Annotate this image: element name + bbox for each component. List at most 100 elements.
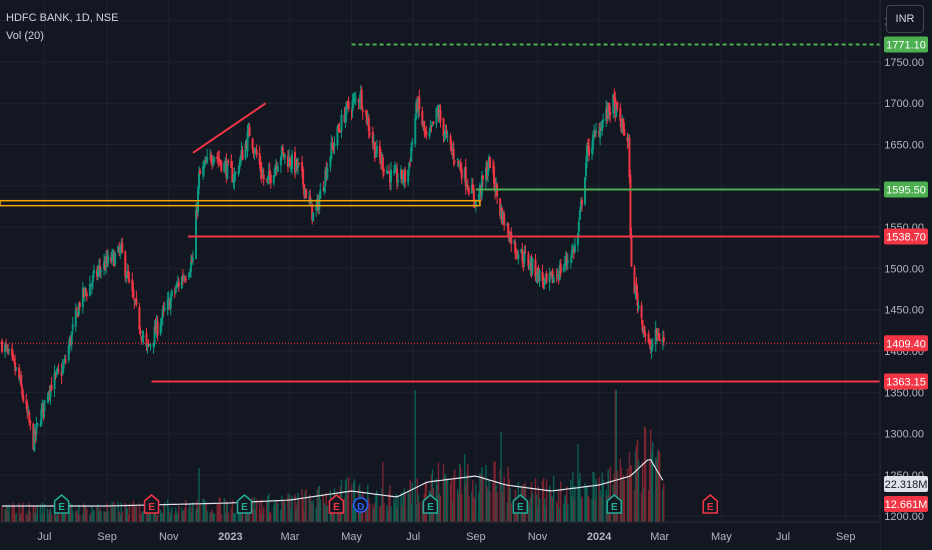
volume-bar [27,510,29,522]
candle-body [385,170,388,174]
candle-body [218,158,221,161]
volume-bar [431,469,434,522]
volume-bar [372,504,374,522]
volume-bar [529,497,532,522]
candle-body [330,142,333,159]
candle-body [247,128,250,132]
earnings-marker-shape [606,494,623,514]
candle-body [43,400,46,411]
volume-bar [452,476,455,522]
earnings-marker[interactable]: E [606,494,623,514]
candle-body [316,198,319,206]
candle-body [6,347,9,349]
volume-label: 12.661M [885,499,928,511]
earnings-marker[interactable]: E [236,494,253,514]
candle-body [25,401,28,404]
candle-body [19,377,22,382]
volume-bar [188,508,190,522]
earnings-marker-shape [702,494,719,514]
volume-bar [195,508,197,522]
candle-body [531,258,534,272]
volume-bar [346,493,349,522]
candle-body [325,168,328,178]
candle-body [62,364,65,369]
candle-body [629,175,632,236]
volume-bar [578,478,580,522]
volume-bar [142,511,145,522]
candle-body [442,118,445,136]
volume-ma-label: 22.318M [885,479,928,491]
volume-bar [501,492,503,522]
volume-bar [92,511,94,522]
volume-bar [156,515,159,522]
candle-body [656,333,659,335]
event-letter: E [611,502,618,513]
volume-indicator-label[interactable]: Vol (20) [6,30,44,42]
candle-body [404,170,407,182]
volume-bar [527,501,530,522]
volume-bar [11,505,13,522]
price-level-label: 1538.70 [886,231,926,243]
candle-body [26,403,29,414]
candle-body [641,319,644,332]
candle-body [70,331,73,345]
volume-bar [404,493,406,522]
candle-body [444,131,447,137]
candle-body [282,152,285,158]
volume-bar [530,482,533,522]
candle-body [655,328,658,336]
candle-body [423,121,426,131]
volume-bar [168,507,170,522]
candle-body [601,120,604,132]
volume-bar [620,467,623,522]
price-level-label: 1363.15 [886,376,926,388]
volume-bar [77,513,79,522]
candle-body [562,266,565,272]
volume-bar [89,515,91,522]
volume-bar [18,502,20,522]
candle-body [536,267,539,278]
earnings-marker[interactable]: E [702,494,719,514]
volume-bar [507,466,509,522]
earnings-marker[interactable]: E [53,494,70,514]
volume-bar [395,494,397,522]
volume-bar [588,497,590,522]
volume-bar [326,505,329,522]
candle-body [61,366,64,374]
candle-body [573,244,576,252]
volume-bar [39,504,42,522]
candle-body [154,324,157,333]
volume-bar [481,466,483,522]
candle-body [470,184,473,194]
candle-body [332,144,335,149]
earnings-marker[interactable]: E [328,494,345,514]
symbol-title[interactable]: HDFC BANK, 1D, NSE [6,12,119,24]
currency-button[interactable]: INR [886,5,924,33]
candle-body [595,130,598,133]
volume-bar [182,511,184,522]
candle-body [649,346,652,350]
candle-body [500,209,503,217]
volume-bar [152,513,155,522]
candle-body [55,370,58,375]
candle-body [261,174,264,177]
volume-bar [502,483,504,522]
earnings-marker[interactable]: E [422,494,439,514]
volume-bar [560,481,562,522]
volume-bar [636,439,639,522]
candle-body [71,324,74,330]
earnings-marker[interactable]: E [512,494,529,514]
candle-body [372,141,375,145]
dividend-marker[interactable]: D [352,497,369,513]
candle-body [224,162,227,164]
event-letter: E [241,502,248,513]
candle-body [225,160,228,177]
earnings-marker[interactable]: E [143,494,160,514]
volume-bar [442,463,445,522]
volume-bar [400,492,402,522]
candle-body [60,371,63,376]
candle-body [205,160,208,163]
candle-body [105,256,108,269]
volume-bar [206,511,208,522]
